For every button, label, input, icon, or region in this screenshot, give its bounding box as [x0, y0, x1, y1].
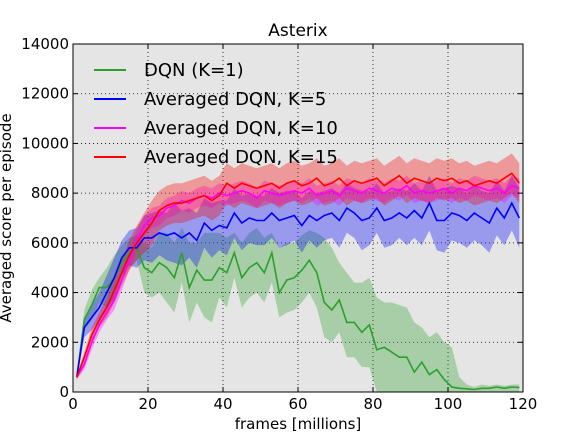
series-band	[76, 227, 520, 392]
x-tick-label: 40	[213, 395, 232, 413]
y-tick-label: 8000	[31, 184, 69, 202]
y-tick-label: 0	[59, 383, 69, 401]
grid-lines	[73, 44, 523, 392]
chart-title: Asterix	[268, 21, 327, 41]
x-axis-ticks: 0 20 40 60 80 100 120	[68, 44, 537, 413]
legend-label: DQN (K=1)	[144, 60, 244, 81]
y-tick-label: 6000	[31, 234, 69, 252]
x-tick-label: 60	[288, 395, 307, 413]
legend-label: Averaged DQN, K=10	[144, 118, 338, 139]
y-tick-label: 4000	[31, 284, 69, 302]
series-line	[76, 172, 520, 378]
y-tick-label: 12000	[21, 85, 69, 103]
x-tick-label: 100	[434, 395, 463, 413]
y-tick-label: 2000	[31, 333, 69, 351]
legend-label: Averaged DQN, K=15	[144, 147, 338, 168]
series-bands	[76, 153, 520, 392]
y-axis-ticks: 0 2000 4000 6000 8000 10000 12000 14000	[21, 35, 523, 401]
x-tick-label: 80	[363, 395, 382, 413]
series-line	[76, 184, 520, 378]
series-band	[76, 153, 520, 380]
x-axis-label: frames [millions]	[235, 415, 362, 433]
y-tick-label: 10000	[21, 134, 69, 152]
x-tick-label: 0	[68, 395, 78, 413]
x-tick-label: 120	[509, 395, 538, 413]
series-line	[76, 201, 521, 378]
series-lines	[76, 172, 521, 391]
x-tick-label: 20	[138, 395, 157, 413]
legend-label: Averaged DQN, K=5	[144, 89, 326, 110]
y-tick-label: 14000	[21, 35, 69, 53]
y-axis-label: Averaged score per episode	[0, 113, 15, 322]
plot-area	[73, 44, 523, 392]
legend: DQN (K=1) Averaged DQN, K=5 Averaged DQN, …	[94, 60, 338, 168]
series-line	[76, 246, 520, 391]
series-band	[76, 175, 520, 380]
